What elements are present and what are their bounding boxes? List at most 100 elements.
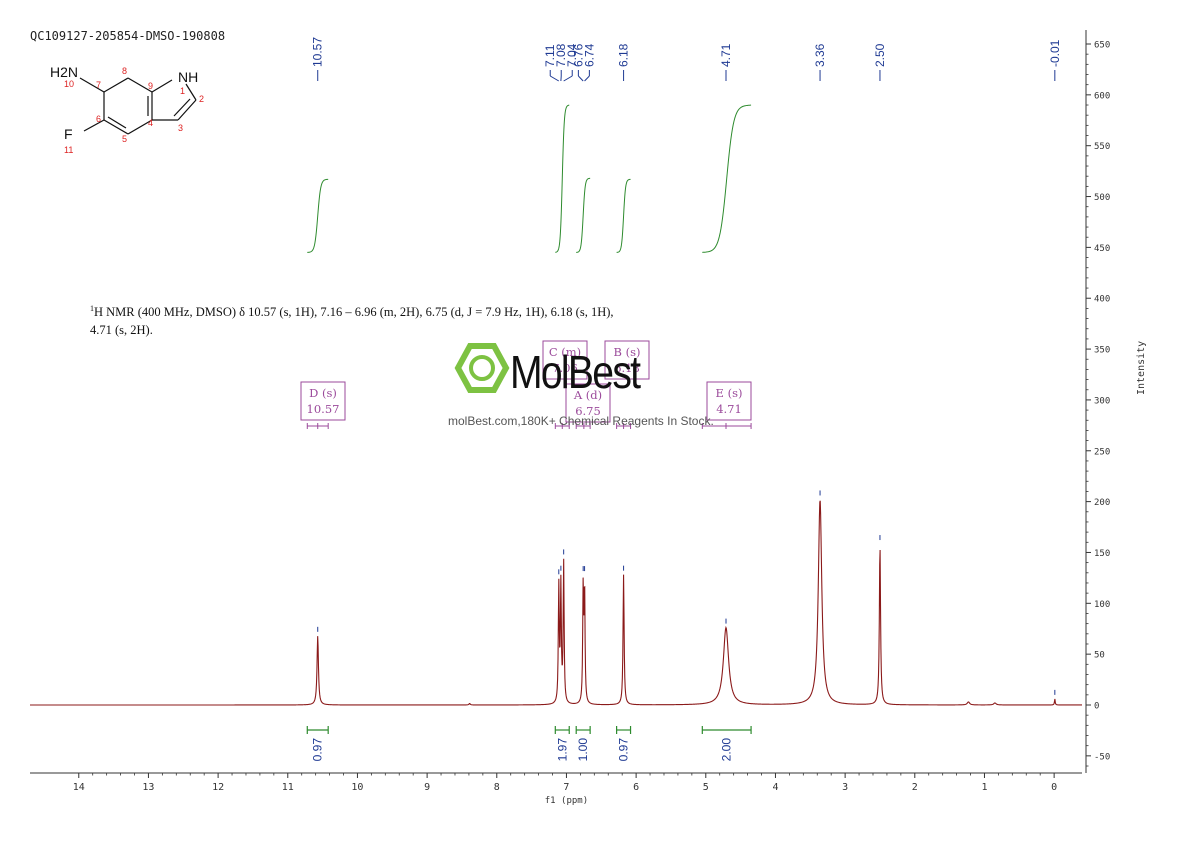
multiplet-box xyxy=(604,340,650,380)
peak-label: 10.57 xyxy=(311,37,325,67)
peak-label: -0.01 xyxy=(1048,39,1062,67)
structure-label-nh: NH xyxy=(178,69,198,85)
peak-label: 6.74 xyxy=(582,43,596,67)
peak-label-leader xyxy=(578,75,584,82)
spectrum-line xyxy=(30,500,1082,706)
nmr-superscript: 1 xyxy=(90,304,94,313)
x-tick-label: 4 xyxy=(772,782,778,793)
structure-label-9: 9 xyxy=(148,81,153,91)
structure-label-5: 5 xyxy=(122,134,127,144)
y-tick-label: 350 xyxy=(1094,346,1110,356)
y-tick-label: 400 xyxy=(1094,295,1110,305)
x-axis-label: f1 (ppm) xyxy=(545,796,588,806)
y-tick-label: 500 xyxy=(1094,193,1110,203)
y-tick-label: 50 xyxy=(1094,651,1105,661)
structure-label-3: 3 xyxy=(178,123,183,133)
peak-label: 2.50 xyxy=(873,43,887,67)
y-tick-label: 250 xyxy=(1094,447,1110,457)
spectrum-layer xyxy=(30,490,1082,706)
structure-label-7: 7 xyxy=(96,80,101,90)
y-tick-label: -50 xyxy=(1094,752,1110,762)
multiplet-box xyxy=(565,383,611,423)
peak-label: 7.08 xyxy=(554,43,568,67)
multiplet-value: 7.06 xyxy=(552,361,578,375)
watermark-tagline: molBest.com,180K+ Chemical Reagents In S… xyxy=(448,414,714,428)
axes-layer: 14 13 12 11 10 9 8 7 6 5 4 3 2 1 0f1 (ppm)650600550500… xyxy=(30,30,1110,806)
peak-label-layer: 10.57 7.117.087.046.766.74 6.18 4.71 3.36 2.5… xyxy=(311,37,1062,82)
structure-label-8: 8 xyxy=(122,66,127,76)
multiplet-letter: B (s) xyxy=(614,345,641,359)
y-tick-label: 100 xyxy=(1094,600,1110,610)
structure-label-2: 2 xyxy=(199,94,204,104)
multiplet-value: 10.57 xyxy=(307,402,340,416)
peak-label: 6.76 xyxy=(571,43,585,67)
y-tick-label: 600 xyxy=(1094,91,1110,101)
nmr-line-1: 1H NMR (400 MHz, DMSO) δ 10.57 (s, 1H), … xyxy=(90,300,614,321)
integral-value: 0.97 xyxy=(311,738,325,762)
x-tick-label: 14 xyxy=(73,782,85,793)
structure-label-4: 4 xyxy=(148,118,153,128)
structure-label-h2n: H2N xyxy=(50,64,78,80)
integral-layer: 0.97 1.97 1.00 0.97 2.00 xyxy=(306,104,752,762)
peak-label-leader xyxy=(584,75,590,82)
x-tick-label: 9 xyxy=(424,782,430,793)
peak-label: 3.36 xyxy=(813,43,827,67)
multiplet-letter: E (s) xyxy=(716,386,743,400)
peak-label-leader xyxy=(549,75,560,82)
x-tick-label: 11 xyxy=(282,782,294,793)
multiplet-box xyxy=(300,381,346,421)
multiplet-box xyxy=(542,340,588,380)
integral-curve xyxy=(576,177,591,253)
x-tick-label: 1 xyxy=(981,782,987,793)
peak-label: 4.71 xyxy=(719,43,733,67)
y-tick-label: 650 xyxy=(1094,41,1110,51)
peak-label-leader xyxy=(563,75,573,82)
x-tick-label: 10 xyxy=(351,782,363,793)
integral-value: 1.97 xyxy=(555,738,569,762)
integral-value: 2.00 xyxy=(720,738,734,762)
x-tick-label: 2 xyxy=(912,782,918,793)
y-tick-label: 300 xyxy=(1094,396,1110,406)
x-tick-label: 12 xyxy=(212,782,224,793)
x-tick-label: 8 xyxy=(494,782,500,793)
integral-curve xyxy=(555,104,570,253)
structure-label-1: 1 xyxy=(180,86,185,96)
multiplet-value: 4.71 xyxy=(716,402,742,416)
multiplet-letter: A (d) xyxy=(573,388,602,402)
watermark-brand: MolBest xyxy=(510,346,641,398)
multiplet-value: 6.18 xyxy=(614,361,640,375)
multiplet-letter: C (m) xyxy=(549,345,581,359)
multiplet-box xyxy=(706,381,752,421)
peak-label: 7.11 xyxy=(543,44,557,67)
structure-label-11: 11 xyxy=(64,145,73,155)
molbest-logo-icon xyxy=(454,343,510,393)
chemical-structure: H2N 10 8 7 9 NH 1 2 6 4 5 3 F 11 xyxy=(50,64,204,155)
integral-value: 0.97 xyxy=(617,738,631,762)
y-tick-label: 150 xyxy=(1094,549,1110,559)
nmr-description: 1H NMR (400 MHz, DMSO) δ 10.57 (s, 1H), … xyxy=(90,300,614,339)
y-tick-label: 450 xyxy=(1094,244,1110,254)
structure-label-10: 10 xyxy=(64,79,74,89)
x-tick-label: 7 xyxy=(563,782,569,793)
integral-curve xyxy=(616,178,631,253)
x-tick-label: 0 xyxy=(1051,782,1057,793)
y-tick-label: 0 xyxy=(1094,702,1099,712)
structure-label-6: 6 xyxy=(96,114,101,124)
integral-value: 1.00 xyxy=(576,738,590,762)
y-tick-label: 200 xyxy=(1094,498,1110,508)
y-axis-label: Intensity xyxy=(1136,340,1147,395)
nmr-line-2: 4.71 (s, 2H). xyxy=(90,323,153,338)
integral-curve xyxy=(702,104,752,253)
nmr-line-1-text: H NMR (400 MHz, DMSO) δ 10.57 (s, 1H), 7… xyxy=(94,305,614,320)
peak-label: 7.04 xyxy=(565,43,579,67)
multiplet-letter: D (s) xyxy=(309,386,337,400)
structure-label-f: F xyxy=(64,126,73,142)
x-tick-label: 3 xyxy=(842,782,848,793)
x-tick-label: 6 xyxy=(633,782,639,793)
peak-label: 6.18 xyxy=(617,43,631,67)
x-tick-label: 13 xyxy=(142,782,154,793)
x-tick-label: 5 xyxy=(703,782,709,793)
multiplet-value: 6.75 xyxy=(575,404,601,418)
multiplet-layer: D (s) 10.57 C (m) 7.06 A (d) 6.75 B (s) 6.18 E (… xyxy=(300,340,752,429)
